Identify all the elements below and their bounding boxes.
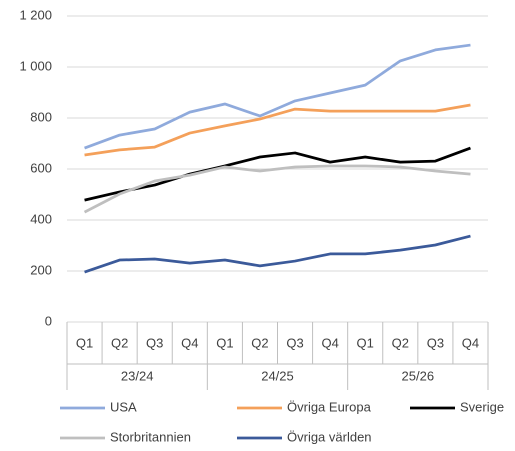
- y-tick-label: 1 200: [19, 7, 52, 22]
- series-line: [84, 234, 471, 274]
- x-tick-label: Q2: [251, 335, 268, 350]
- y-tick-label: 600: [30, 160, 52, 175]
- legend-label: Övriga Europa: [287, 399, 372, 414]
- y-tick-label: 1 000: [19, 58, 52, 73]
- y-tick-label: 800: [30, 109, 52, 124]
- y-tick-label: 0: [45, 313, 52, 328]
- x-tick-label: Q1: [357, 335, 374, 350]
- x-tick-label: Q1: [76, 335, 93, 350]
- x-tick-label: Q2: [392, 335, 409, 350]
- group-label: 25/26: [402, 368, 435, 383]
- series-line: [83, 164, 471, 214]
- legend-label: USA: [110, 399, 137, 414]
- legend-label: Övriga världen: [287, 429, 372, 444]
- x-tick-label: Q2: [111, 335, 128, 350]
- series-line: [84, 43, 471, 150]
- group-label: 24/25: [261, 368, 294, 383]
- y-tick-label: 400: [30, 211, 52, 226]
- x-tick-label: Q3: [427, 335, 444, 350]
- x-tick-label: Q4: [181, 335, 198, 350]
- y-tick-label: 200: [30, 262, 52, 277]
- x-tick-label: Q4: [321, 335, 338, 350]
- x-tick-label: Q4: [462, 335, 479, 350]
- legend-label: Sverige: [460, 399, 504, 414]
- x-tick-label: Q3: [286, 335, 303, 350]
- legend-label: Storbritannien: [110, 429, 191, 444]
- series-line: [84, 146, 471, 202]
- x-tick-label: Q1: [216, 335, 233, 350]
- x-tick-label: Q3: [146, 335, 163, 350]
- series-line: [84, 103, 471, 157]
- group-label: 23/24: [121, 368, 154, 383]
